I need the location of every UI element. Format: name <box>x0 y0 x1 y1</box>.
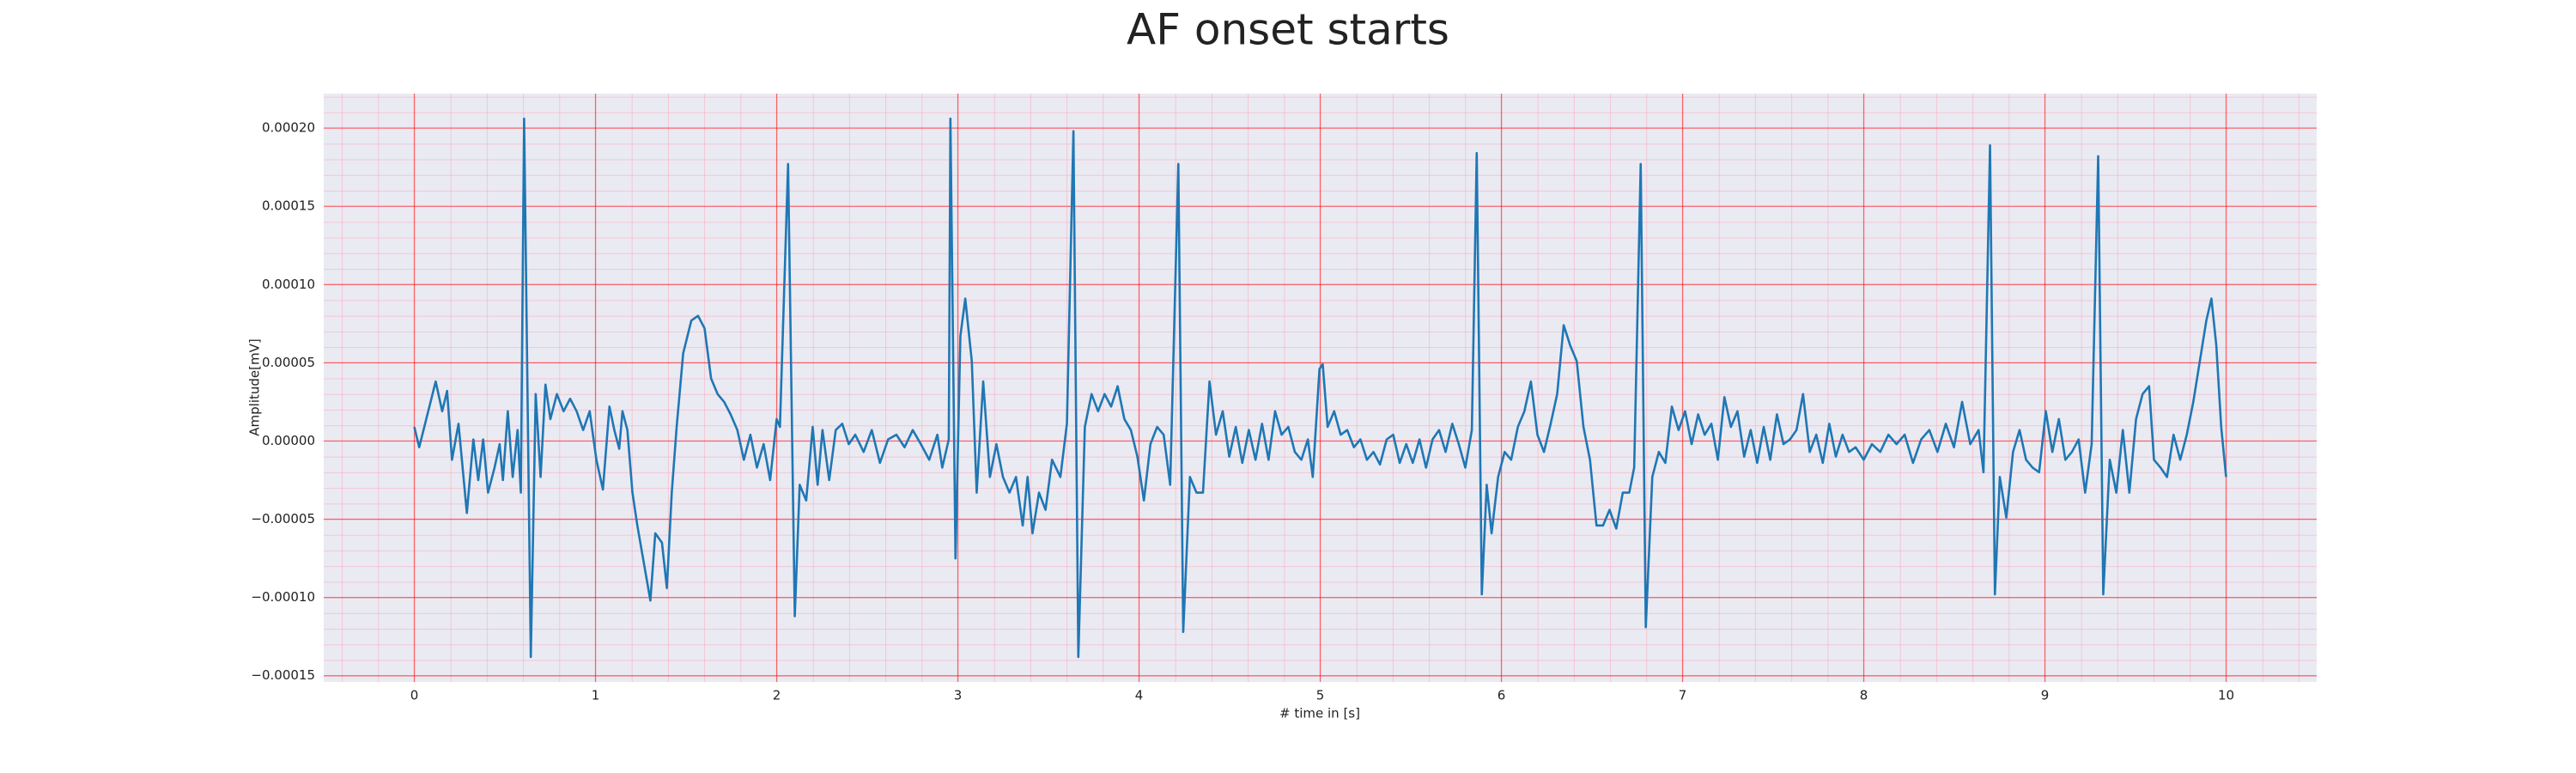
x-tick-label: 8 <box>1860 688 1868 703</box>
x-tick-label: 6 <box>1498 688 1506 703</box>
x-tick-label: 9 <box>2041 688 2050 703</box>
y-tick-label: −0.00010 <box>251 589 315 605</box>
y-tick-label: −0.00005 <box>251 511 315 526</box>
plot-marks <box>413 117 2227 659</box>
signal-line <box>413 117 2227 659</box>
y-tick-label: 0.00000 <box>262 433 315 448</box>
grid <box>324 94 2317 682</box>
y-tick-label: −0.00015 <box>251 667 315 683</box>
y-tick-label: 0.00010 <box>262 277 315 292</box>
x-tick-label: 0 <box>410 688 419 703</box>
y-tick-label: 0.00020 <box>262 120 315 136</box>
y-tick-label: 0.00015 <box>262 198 315 214</box>
y-tick-label: 0.00005 <box>262 355 315 370</box>
x-tick-label: 10 <box>2218 688 2234 703</box>
chart-title: AF onset starts <box>1127 5 1449 55</box>
x-tick-label: 5 <box>1316 688 1325 703</box>
x-tick-label: 3 <box>954 688 963 703</box>
y-axis-label: Amplitude[mV] <box>247 338 263 435</box>
x-tick-label: 2 <box>773 688 781 703</box>
x-tick-label: 4 <box>1135 688 1144 703</box>
x-axis-label: # time in [s] <box>1279 706 1360 721</box>
x-tick-label: 1 <box>592 688 600 703</box>
x-tick-label: 7 <box>1679 688 1687 703</box>
